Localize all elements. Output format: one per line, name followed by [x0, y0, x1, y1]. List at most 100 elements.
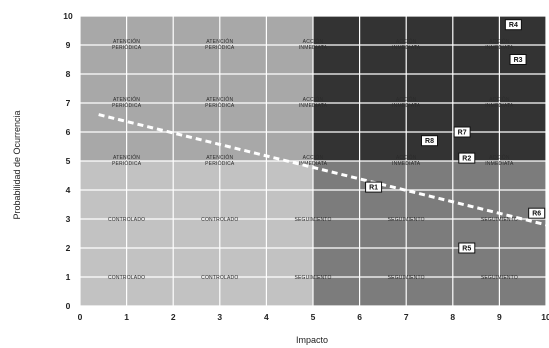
risk-label: R5 — [462, 246, 471, 253]
risk-label: R7 — [458, 130, 467, 137]
cell-label-word: ACCIÓN — [489, 38, 510, 45]
cell-label-seguimiento: SEGUIMIENTO — [388, 217, 425, 223]
x-tick-label: 6 — [357, 312, 362, 322]
x-tick-label: 9 — [497, 312, 502, 322]
cell-label-accion: ACCIÓN INMEDIATA — [485, 154, 514, 167]
x-tick-label: 0 — [78, 312, 83, 322]
cell-label-word: ATENCIÓN — [113, 154, 140, 161]
cell-label-atencion_periodica: ATENCIÓN PERIÓDICA — [112, 154, 142, 167]
cell-label-accion: ACCIÓN INMEDIATA — [392, 154, 421, 167]
cell-label-word: ATENCIÓN — [206, 154, 233, 161]
risk-label: R4 — [509, 22, 518, 29]
cell-label-accion: ACCIÓN INMEDIATA — [485, 96, 514, 109]
x-tick-label: 10 — [541, 312, 549, 322]
risk-label: R3 — [514, 57, 523, 64]
cell-label-word: PERIÓDICA — [112, 160, 142, 167]
cell-label-word: ACCIÓN — [396, 154, 417, 161]
cell-label-word: PERIÓDICA — [205, 44, 235, 51]
cell-label-word: INMEDIATA — [485, 103, 514, 109]
risks-layer: R4 R3 R7 R8 R2 R1 R6 R5 — [365, 19, 546, 254]
cell-label-word: INMEDIATA — [392, 161, 421, 167]
cell-label-word: ACCIÓN — [303, 154, 324, 161]
risk-label: R1 — [369, 185, 378, 192]
risk-label: R6 — [532, 211, 541, 218]
cell-label-accion: ACCIÓN INMEDIATA — [299, 38, 328, 51]
risk-marker-r1: R1 — [365, 181, 383, 193]
cell-label-accion: ACCIÓN INMEDIATA — [485, 38, 514, 51]
cell-label-word: ACCIÓN — [303, 96, 324, 103]
cell-label-word: INMEDIATA — [299, 103, 328, 109]
zones-layer — [80, 16, 546, 306]
y-tick-label: 0 — [66, 301, 71, 311]
cell-label-accion: ACCIÓN INMEDIATA — [299, 154, 328, 167]
cell-label-word: PERIÓDICA — [112, 44, 142, 51]
cell-label-atencion_periodica: ATENCIÓN PERIÓDICA — [205, 154, 235, 167]
cell-label-atencion_periodica: ATENCIÓN PERIÓDICA — [112, 96, 142, 109]
cell-label-seguimiento: SEGUIMIENTO — [294, 275, 331, 281]
risk-marker-r2: R2 — [458, 152, 476, 164]
risk-box — [509, 54, 527, 65]
y-axis-title: Probabilidad de Ocurrencia — [12, 110, 22, 219]
zone-controlado — [80, 161, 313, 306]
risk-marker-r3: R3 — [509, 54, 527, 65]
ticks-layer: 0 1 2 3 4 5 6 7 8 9 10 0 1 2 3 4 5 6 7 8 9 10 — [63, 11, 549, 322]
cell-label-word: ACCIÓN — [489, 96, 510, 103]
risk-marker-r7: R7 — [453, 126, 471, 138]
risk-box — [458, 242, 476, 254]
risk-marker-r8: R8 — [421, 135, 438, 147]
x-tick-label: 8 — [450, 312, 455, 322]
cell-label-seguimiento: SEGUIMIENTO — [481, 217, 518, 223]
risk-marker-r4: R4 — [504, 19, 522, 31]
risk-marker-r5: R5 — [458, 242, 476, 254]
x-tick-label: 2 — [171, 312, 176, 322]
y-tick-label: 10 — [63, 11, 73, 21]
risk-box — [528, 207, 546, 219]
x-tick-label: 3 — [217, 312, 222, 322]
y-tick-label: 1 — [66, 272, 71, 282]
cell-label-word: ACCIÓN — [396, 38, 417, 45]
x-tick-label: 1 — [124, 312, 129, 322]
risk-label: R8 — [425, 138, 434, 145]
cell-label-word: PERIÓDICA — [205, 160, 235, 167]
risk-label: R2 — [462, 156, 471, 163]
cell-label-word: INMEDIATA — [299, 161, 328, 167]
risk-box — [453, 126, 471, 138]
cell-label-seguimiento: SEGUIMIENTO — [294, 217, 331, 223]
y-tick-label: 3 — [66, 214, 71, 224]
cell-label-word: INMEDIATA — [485, 161, 514, 167]
cell-label-atencion_periodica: ATENCIÓN PERIÓDICA — [205, 38, 235, 51]
cell-label-word: INMEDIATA — [392, 45, 421, 51]
x-tick-label: 5 — [311, 312, 316, 322]
cell-label-word: ACCIÓN — [489, 154, 510, 161]
cell-label-word: ATENCIÓN — [206, 96, 233, 103]
y-tick-label: 8 — [66, 69, 71, 79]
cell-label-controlado: CONTROLADO — [201, 217, 238, 223]
cell-label-accion: ACCIÓN INMEDIATA — [392, 96, 421, 109]
risk-box — [365, 181, 383, 193]
cell-label-word: ACCIÓN — [303, 38, 324, 45]
cell-label-word: ATENCIÓN — [113, 38, 140, 45]
x-tick-label: 4 — [264, 312, 269, 322]
grid-layer — [79, 15, 547, 307]
cell-label-controlado: CONTROLADO — [108, 217, 145, 223]
cell-label-atencion_periodica: ATENCIÓN PERIÓDICA — [205, 96, 235, 109]
cell-label-word: ATENCIÓN — [113, 96, 140, 103]
y-tick-label: 9 — [66, 40, 71, 50]
y-tick-label: 2 — [66, 243, 71, 253]
cell-label-word: INMEDIATA — [299, 45, 328, 51]
cell-label-word: PERIÓDICA — [112, 102, 142, 109]
threshold-dashed-line — [98, 113, 547, 227]
cell-label-controlado: CONTROLADO — [108, 275, 145, 281]
y-tick-label: 6 — [66, 127, 71, 137]
cell-label-word: ACCIÓN — [396, 96, 417, 103]
cell-label-seguimiento: SEGUIMIENTO — [481, 275, 518, 281]
zone-seguimiento — [313, 161, 546, 306]
cell-label-word: ATENCIÓN — [206, 38, 233, 45]
cell-label-word: INMEDIATA — [392, 103, 421, 109]
y-tick-label: 7 — [66, 98, 71, 108]
cell-label-word: INMEDIATA — [485, 45, 514, 51]
cell-label-accion: ACCIÓN INMEDIATA — [299, 96, 328, 109]
risk-box — [421, 135, 438, 147]
